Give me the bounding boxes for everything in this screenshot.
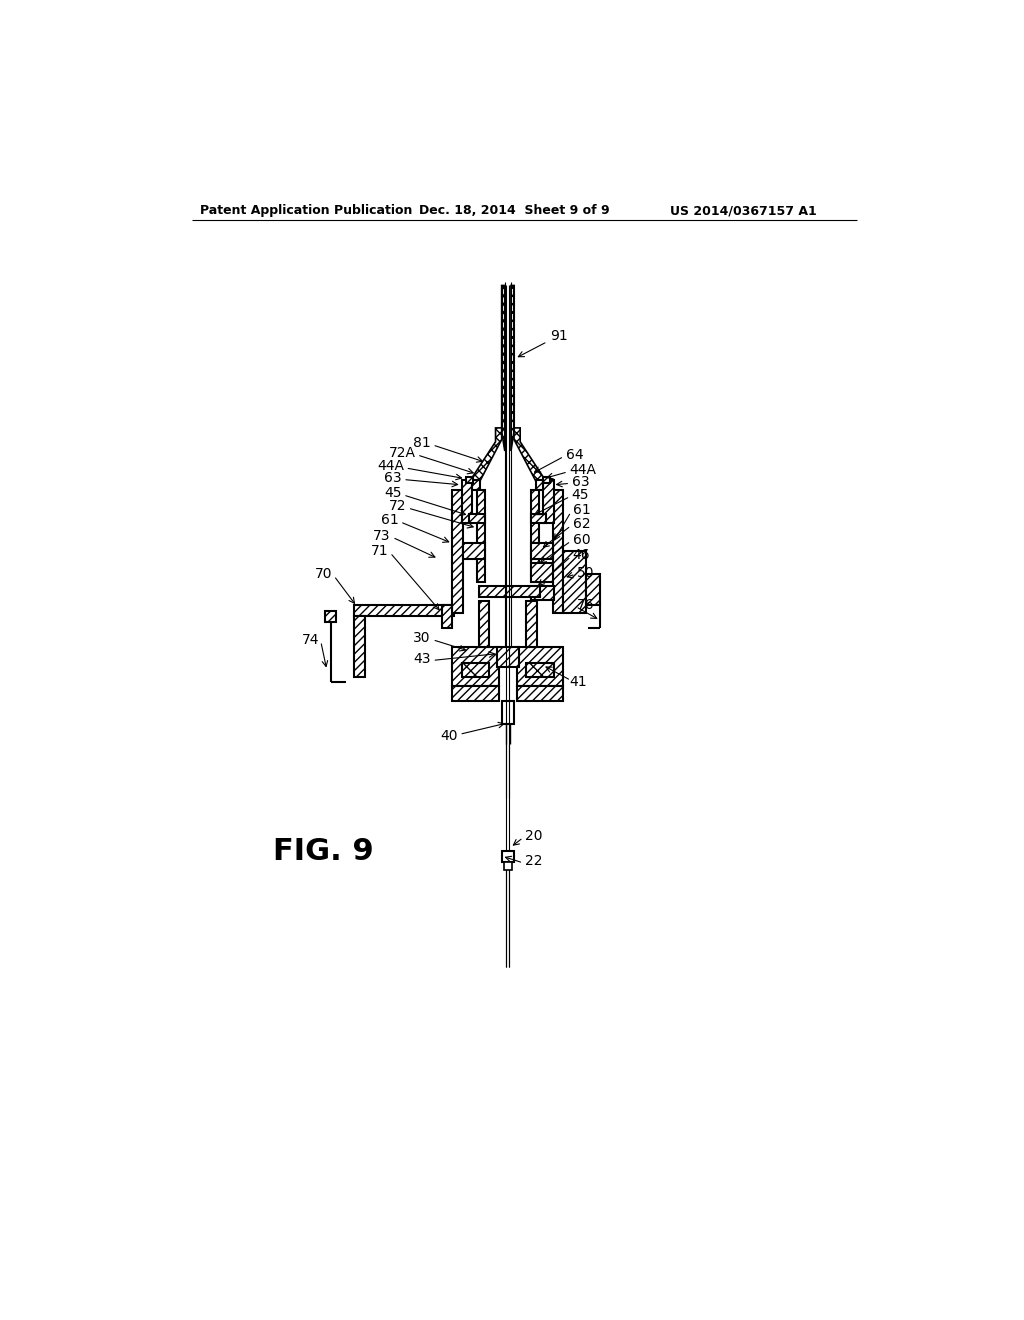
Bar: [354, 615, 365, 677]
Text: 46: 46: [572, 548, 590, 562]
Bar: [453, 686, 499, 701]
Bar: [517, 686, 563, 701]
Bar: [536, 480, 544, 490]
Bar: [326, 611, 336, 622]
Text: Dec. 18, 2014  Sheet 9 of 9: Dec. 18, 2014 Sheet 9 of 9: [419, 205, 610, 218]
Text: 63: 63: [571, 475, 590, 488]
Bar: [466, 478, 473, 483]
Bar: [462, 480, 472, 523]
Bar: [463, 544, 484, 558]
Text: 74: 74: [302, 632, 319, 647]
Bar: [506, 440, 510, 482]
Text: 20: 20: [524, 829, 543, 843]
Bar: [502, 851, 514, 862]
Bar: [543, 478, 550, 483]
Text: 44A: 44A: [377, 459, 403, 474]
Text: 76: 76: [578, 598, 595, 612]
Text: 61: 61: [381, 513, 398, 527]
Text: 62: 62: [572, 517, 590, 531]
Text: 50: 50: [578, 566, 595, 579]
Text: 43: 43: [414, 652, 431, 665]
Text: 41: 41: [569, 675, 587, 689]
Text: 61: 61: [572, 503, 590, 517]
Bar: [531, 586, 554, 599]
Text: 63: 63: [384, 471, 401, 484]
Text: 91: 91: [518, 329, 568, 356]
Text: FIG. 9: FIG. 9: [273, 837, 374, 866]
Bar: [531, 562, 553, 582]
Bar: [478, 586, 541, 598]
Text: 72: 72: [389, 499, 407, 513]
Bar: [544, 480, 554, 523]
Bar: [502, 701, 514, 725]
Bar: [453, 490, 463, 612]
Text: 73: 73: [374, 529, 391, 543]
Text: 64: 64: [565, 447, 584, 462]
Text: 70: 70: [314, 568, 333, 581]
Text: 45: 45: [571, 488, 589, 502]
Bar: [526, 663, 554, 677]
Bar: [478, 601, 489, 647]
Text: 22: 22: [524, 854, 543, 869]
Bar: [517, 647, 563, 686]
Bar: [472, 480, 480, 490]
Bar: [531, 544, 553, 558]
Text: 44A: 44A: [569, 463, 596, 478]
Text: 71: 71: [371, 544, 388, 558]
Bar: [441, 605, 453, 628]
Text: US 2014/0367157 A1: US 2014/0367157 A1: [670, 205, 816, 218]
Bar: [553, 490, 563, 612]
Bar: [477, 490, 484, 582]
Bar: [526, 601, 538, 647]
Text: 60: 60: [572, 532, 590, 546]
Bar: [497, 647, 518, 667]
Text: 81: 81: [413, 437, 431, 450]
Text: Patent Application Publication: Patent Application Publication: [200, 205, 413, 218]
Bar: [563, 552, 587, 612]
Bar: [531, 490, 539, 582]
Text: 40: 40: [440, 729, 458, 743]
Bar: [587, 574, 600, 605]
Text: 30: 30: [414, 631, 431, 645]
Polygon shape: [511, 285, 514, 451]
Bar: [531, 515, 547, 524]
Bar: [462, 663, 489, 677]
Bar: [453, 647, 499, 686]
Polygon shape: [514, 428, 547, 490]
Bar: [504, 862, 512, 870]
Bar: [469, 515, 484, 524]
Polygon shape: [469, 428, 502, 490]
Text: 72A: 72A: [388, 446, 416, 461]
Bar: [354, 605, 454, 615]
Polygon shape: [502, 285, 505, 451]
Text: 45: 45: [384, 486, 401, 500]
